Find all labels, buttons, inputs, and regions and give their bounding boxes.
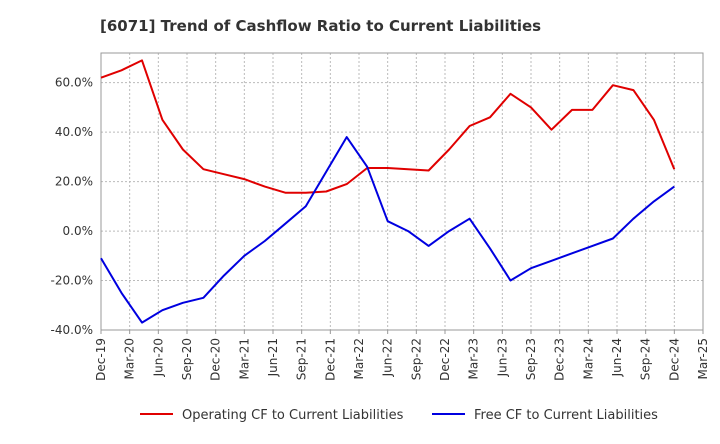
legend-label-1: Free CF to Current Liabilities bbox=[474, 408, 658, 423]
x-tick-label: Mar-24 bbox=[581, 338, 595, 379]
x-tick-label: Jun-20 bbox=[151, 338, 165, 377]
y-tick-label: -40.0% bbox=[51, 323, 93, 337]
y-tick-label: 40.0% bbox=[55, 125, 93, 139]
x-tick-label: Dec-19 bbox=[94, 338, 108, 381]
plot-frame bbox=[101, 53, 703, 330]
legend: Operating CF to Current Liabilities Free … bbox=[140, 408, 658, 423]
chart-title: [6071] Trend of Cashflow Ratio to Curren… bbox=[100, 17, 541, 35]
x-tick-label: Jun-21 bbox=[266, 338, 280, 377]
x-tick-label: Mar-25 bbox=[696, 338, 710, 379]
x-tick-label: Jun-22 bbox=[381, 338, 395, 377]
x-tick-label: Dec-24 bbox=[667, 338, 681, 381]
x-tick-label: Jun-24 bbox=[610, 338, 624, 377]
x-tick-label: Sep-22 bbox=[409, 338, 423, 380]
y-tick-label: 60.0% bbox=[55, 76, 93, 90]
x-tick-label: Jun-23 bbox=[495, 338, 509, 377]
y-tick-label: 20.0% bbox=[55, 175, 93, 189]
x-tick-label: Mar-23 bbox=[467, 338, 481, 379]
axis-layer: 60.0% 40.0% 20.0% 0.0% -20.0% -40.0%Dec-19 Mar… bbox=[51, 53, 710, 381]
x-tick-label: Sep-21 bbox=[295, 338, 309, 380]
x-tick-label: Mar-20 bbox=[123, 338, 137, 379]
x-tick-label: Mar-22 bbox=[352, 338, 366, 379]
x-tick-label: Mar-21 bbox=[237, 338, 251, 379]
series-layer bbox=[101, 60, 674, 322]
grid-layer bbox=[101, 53, 703, 330]
y-tick-label: -20.0% bbox=[51, 274, 93, 288]
legend-label-0: Operating CF to Current Liabilities bbox=[182, 408, 404, 423]
x-tick-label: Sep-24 bbox=[639, 338, 653, 380]
x-tick-label: Sep-23 bbox=[524, 338, 538, 380]
x-tick-label: Dec-22 bbox=[438, 338, 452, 381]
x-tick-label: Dec-23 bbox=[553, 338, 567, 381]
x-tick-label: Dec-20 bbox=[209, 338, 223, 381]
y-tick-label: 0.0% bbox=[63, 224, 94, 238]
x-tick-label: Dec-21 bbox=[323, 338, 337, 381]
x-tick-label: Sep-20 bbox=[180, 338, 194, 380]
